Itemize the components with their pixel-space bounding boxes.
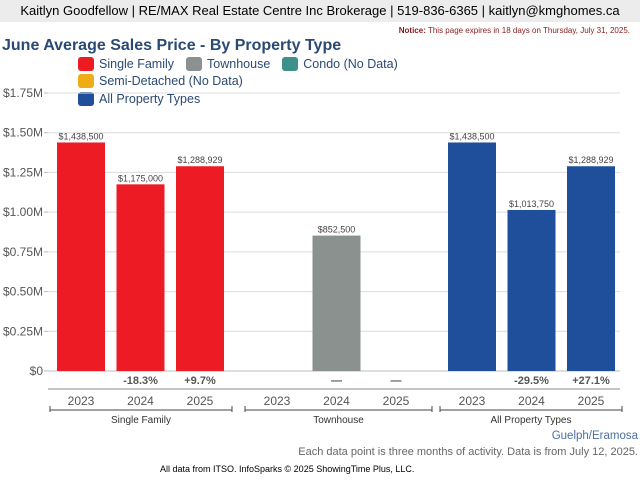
- legend-label: Townhouse: [207, 56, 271, 71]
- bar: [57, 142, 105, 371]
- group-label: All Property Types: [491, 415, 572, 426]
- x-tick-label: 2023: [459, 394, 486, 408]
- change-label: —: [391, 375, 402, 387]
- y-tick-label: $1.50M: [3, 126, 43, 140]
- notice-label: Notice:: [398, 26, 426, 35]
- x-tick-label: 2023: [264, 394, 291, 408]
- y-tick-label: $0.75M: [3, 245, 43, 259]
- notice-text: This page expires in 18 days on Thursday…: [425, 26, 630, 35]
- change-label: +9.7%: [184, 375, 216, 387]
- y-tick-label: $0.25M: [3, 324, 43, 338]
- x-tick-label: 2024: [127, 394, 154, 408]
- x-tick-label: 2024: [323, 394, 350, 408]
- legend-swatch: [78, 74, 94, 88]
- legend-item[interactable]: All Property Types: [78, 91, 200, 106]
- y-tick-label: $1.25M: [3, 165, 43, 179]
- bar: [448, 142, 496, 371]
- change-label: +27.1%: [572, 375, 610, 387]
- x-tick-label: 2024: [518, 394, 545, 408]
- legend-item[interactable]: Condo (No Data): [282, 56, 398, 71]
- agent-header: Kaitlyn Goodfellow | RE/MAX Real Estate …: [0, 0, 640, 22]
- x-tick-label: 2025: [383, 394, 410, 408]
- bar-value-label: $852,500: [318, 225, 356, 235]
- change-label: -18.3%: [123, 375, 158, 387]
- group-label: Townhouse: [313, 415, 364, 426]
- legend-swatch: [186, 56, 203, 71]
- change-label: —: [331, 375, 342, 387]
- bar-value-label: $1,438,500: [58, 131, 103, 141]
- y-tick-label: $1.00M: [3, 205, 43, 219]
- legend-label: Single Family: [99, 56, 175, 71]
- legend-label: All Property Types: [99, 91, 201, 106]
- bar-value-label: $1,013,750: [509, 199, 554, 209]
- legend-swatch: [78, 56, 94, 71]
- location-label[interactable]: Guelph/Eramosa: [551, 430, 638, 442]
- bar-value-label: $1,288,929: [177, 155, 222, 165]
- bar: [312, 235, 361, 371]
- legend-item[interactable]: Semi-Detached (No Data): [78, 74, 243, 89]
- bar: [567, 166, 615, 371]
- legend-item[interactable]: Single Family: [78, 56, 174, 71]
- legend-item[interactable]: Townhouse: [186, 56, 270, 71]
- data-note: Each data point is three months of activ…: [298, 446, 638, 458]
- x-tick-label: 2025: [187, 394, 214, 408]
- bar-chart: $0 $0.25M $0.50M $0.75M $1.00M $1.25M $1.50M $1…: [3, 86, 623, 426]
- data-source: All data from ITSO. InfoSparks © 2025 Sh…: [160, 464, 415, 474]
- bar: [176, 166, 224, 371]
- y-tick-label: $1.75M: [3, 86, 43, 100]
- legend-label: Semi-Detached (No Data): [99, 74, 243, 88]
- chart-title: June Average Sales Price - By Property T…: [2, 37, 342, 54]
- legend-label: Condo (No Data): [303, 56, 398, 71]
- chart-legend: Single Family Townhouse Condo (No Data) Sem…: [78, 56, 558, 109]
- group-label: Single Family: [111, 415, 171, 426]
- bar-value-label: $1,175,000: [118, 173, 163, 183]
- bar: [507, 209, 556, 371]
- bar: [116, 184, 165, 371]
- bar-value-label: $1,438,500: [449, 131, 494, 141]
- y-tick-label: $0.50M: [3, 285, 43, 299]
- legend-swatch: [282, 56, 299, 71]
- y-tick-label: $0: [30, 364, 44, 378]
- expiry-notice: Notice: This page expires in 18 days on …: [399, 26, 630, 35]
- legend-swatch: [78, 91, 94, 106]
- change-label: -29.5%: [514, 375, 549, 387]
- bar-value-label: $1,288,929: [568, 155, 613, 165]
- x-tick-label: 2025: [578, 394, 605, 408]
- x-tick-label: 2023: [68, 394, 95, 408]
